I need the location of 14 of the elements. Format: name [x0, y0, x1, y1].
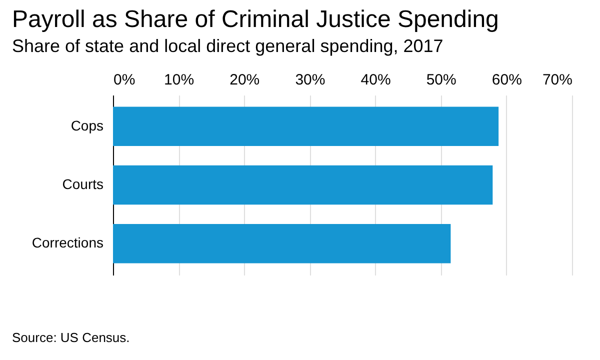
x-tick-label: 70%: [542, 72, 572, 88]
y-tick-label: Cops: [70, 117, 104, 134]
y-tick-label: Corrections: [32, 234, 104, 251]
x-tick-label: 0%: [114, 72, 136, 88]
chart-subtitle: Share of state and local direct general spending, 2017: [12, 36, 444, 56]
x-tick-label: 10%: [164, 72, 194, 88]
y-tick-label: Courts: [62, 176, 104, 192]
chart-title: Payroll as Share of Criminal Justice Spending: [12, 6, 499, 33]
x-tick-label: 30%: [295, 72, 326, 88]
x-tick-label: 50%: [426, 72, 456, 88]
x-tick-label: 20%: [230, 72, 260, 88]
x-tick-label: 40%: [360, 72, 391, 88]
source-note: Source: US Census.: [12, 330, 130, 345]
x-tick-label: 60%: [492, 72, 522, 88]
